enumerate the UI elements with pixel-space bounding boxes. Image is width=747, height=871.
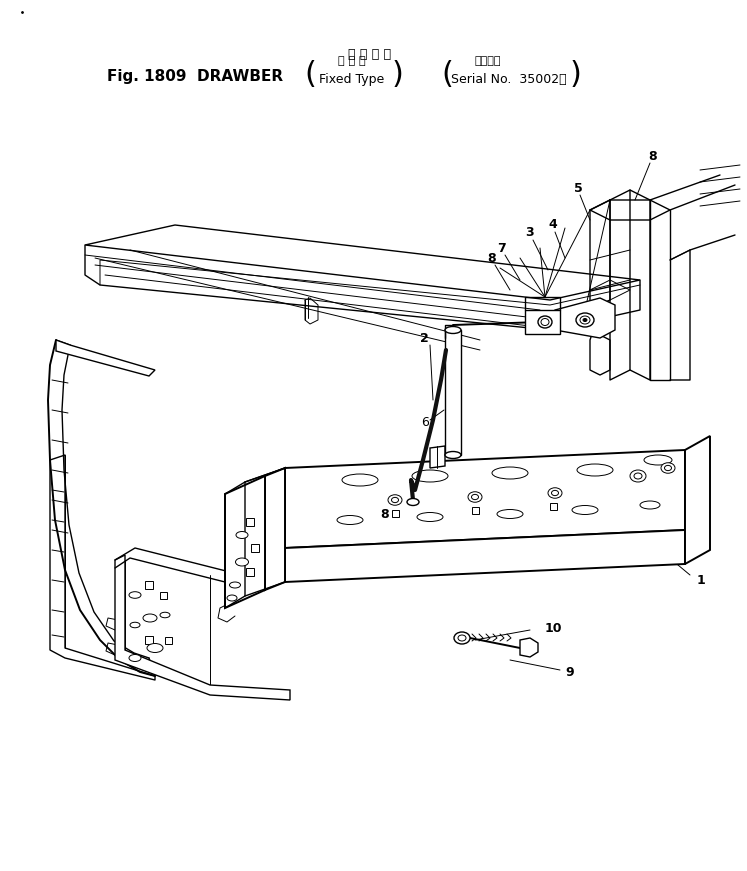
- Polygon shape: [445, 330, 461, 455]
- Ellipse shape: [445, 327, 461, 334]
- Text: 10: 10: [545, 622, 562, 634]
- Ellipse shape: [337, 516, 363, 524]
- Text: 4: 4: [548, 219, 557, 232]
- Ellipse shape: [236, 531, 248, 538]
- Bar: [246, 568, 254, 576]
- Ellipse shape: [407, 498, 419, 505]
- Ellipse shape: [454, 632, 470, 644]
- Text: 8: 8: [648, 151, 657, 164]
- Text: 5: 5: [574, 181, 583, 194]
- Ellipse shape: [458, 635, 466, 641]
- Ellipse shape: [665, 465, 672, 470]
- Text: 8: 8: [488, 252, 496, 265]
- Polygon shape: [56, 340, 155, 376]
- Polygon shape: [520, 638, 538, 657]
- Ellipse shape: [227, 595, 237, 601]
- Ellipse shape: [130, 622, 140, 628]
- Ellipse shape: [541, 319, 549, 326]
- Polygon shape: [685, 436, 710, 564]
- Ellipse shape: [634, 473, 642, 479]
- Polygon shape: [85, 225, 640, 300]
- Ellipse shape: [492, 467, 528, 479]
- Text: 7: 7: [498, 241, 506, 254]
- Bar: [471, 507, 479, 514]
- Text: Fig. 1809  DRAWBER: Fig. 1809 DRAWBER: [107, 70, 283, 84]
- Ellipse shape: [576, 313, 594, 327]
- Ellipse shape: [572, 505, 598, 515]
- Polygon shape: [285, 450, 685, 548]
- Bar: [251, 544, 259, 552]
- Ellipse shape: [445, 451, 461, 458]
- Polygon shape: [430, 446, 445, 468]
- Bar: [246, 518, 254, 526]
- Ellipse shape: [143, 614, 157, 622]
- Ellipse shape: [551, 490, 559, 496]
- Polygon shape: [285, 530, 685, 582]
- Text: (: (: [304, 60, 316, 90]
- Ellipse shape: [538, 316, 552, 328]
- Text: 2: 2: [420, 332, 428, 345]
- Text: 固 定 式: 固 定 式: [338, 56, 366, 66]
- Bar: [550, 503, 557, 510]
- Ellipse shape: [147, 644, 163, 652]
- Ellipse shape: [160, 612, 170, 618]
- Polygon shape: [555, 298, 615, 338]
- Ellipse shape: [661, 463, 675, 473]
- Text: 3: 3: [526, 226, 534, 240]
- Text: Serial No.  35002～: Serial No. 35002～: [451, 73, 567, 86]
- Text: 適用号機: 適用号機: [475, 56, 501, 66]
- Text: ド ロ ー バ: ド ロ ー バ: [348, 49, 391, 62]
- Ellipse shape: [548, 488, 562, 498]
- Bar: [145, 636, 153, 644]
- Ellipse shape: [583, 319, 587, 321]
- Text: 9: 9: [565, 666, 574, 679]
- Bar: [145, 581, 153, 589]
- Ellipse shape: [412, 470, 448, 482]
- Ellipse shape: [577, 464, 613, 476]
- Polygon shape: [225, 476, 265, 608]
- Polygon shape: [115, 555, 290, 700]
- Polygon shape: [525, 310, 560, 334]
- Text: Fixed Type: Fixed Type: [320, 73, 385, 86]
- Text: 1: 1: [697, 573, 706, 586]
- Ellipse shape: [468, 492, 482, 503]
- Ellipse shape: [471, 495, 479, 500]
- Text: (: (: [441, 60, 453, 90]
- Ellipse shape: [640, 501, 660, 509]
- Ellipse shape: [630, 470, 646, 482]
- Bar: [391, 510, 398, 517]
- Ellipse shape: [342, 474, 378, 486]
- Ellipse shape: [497, 510, 523, 518]
- Ellipse shape: [129, 654, 141, 661]
- Polygon shape: [265, 468, 285, 590]
- Bar: [165, 637, 172, 644]
- Ellipse shape: [644, 455, 672, 465]
- Ellipse shape: [388, 495, 402, 505]
- Ellipse shape: [129, 591, 141, 598]
- Ellipse shape: [235, 558, 249, 566]
- Text: 6: 6: [421, 415, 429, 429]
- Text: ): ): [569, 60, 581, 90]
- Text: ): ): [392, 60, 404, 90]
- Ellipse shape: [229, 582, 241, 588]
- Ellipse shape: [580, 316, 590, 324]
- Bar: [160, 591, 167, 598]
- Ellipse shape: [391, 497, 398, 503]
- Ellipse shape: [417, 512, 443, 522]
- Text: 8: 8: [381, 509, 389, 522]
